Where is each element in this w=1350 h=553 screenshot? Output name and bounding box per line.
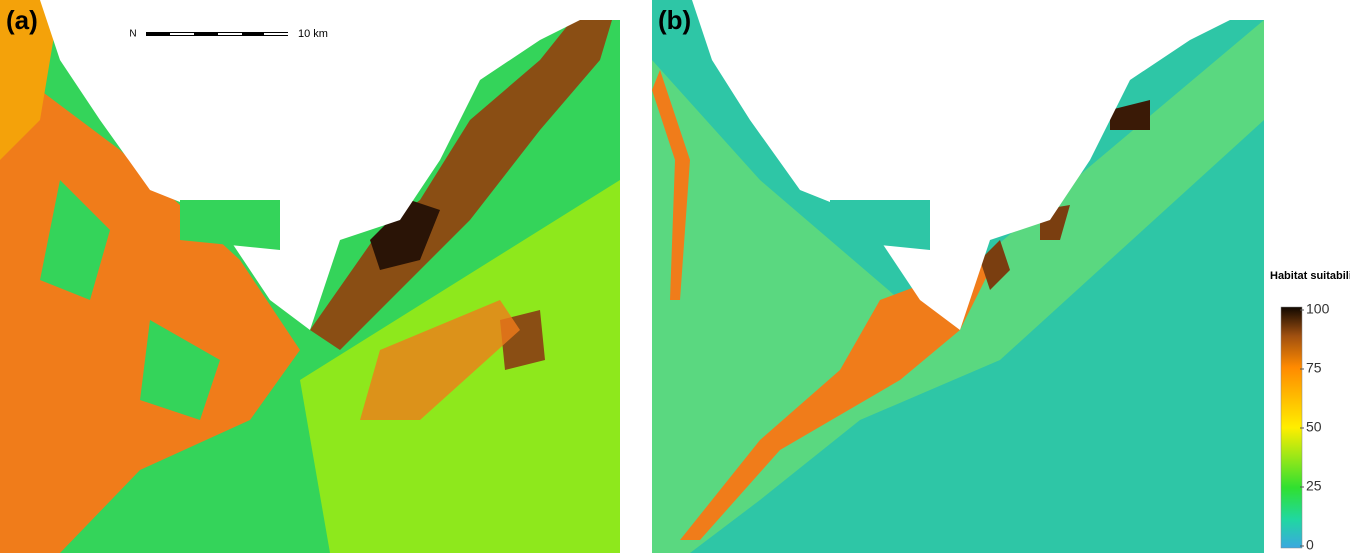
- legend: Habitat suitability 0 25 50 75 100: [1270, 270, 1350, 553]
- panel-label: (b): [658, 5, 691, 35]
- colorbar: [1281, 307, 1302, 548]
- colorbar-tick-label: 25: [1306, 478, 1322, 494]
- colorbar-tick-label: 75: [1306, 360, 1322, 376]
- north-arrow: N: [129, 29, 136, 40]
- scale-label: 10 km: [298, 28, 328, 40]
- legend-title-text: Habitat suitability: [1270, 270, 1350, 282]
- colorbar-tick-label: 100: [1306, 301, 1330, 317]
- map-a: [0, 0, 620, 553]
- map-b: [652, 0, 1264, 553]
- legend-title: Habitat suitability: [1270, 270, 1350, 282]
- colorbar-tick-label: 50: [1306, 419, 1322, 435]
- panel-label: (a): [6, 5, 38, 35]
- colorbar-tick-label: 0: [1306, 537, 1314, 553]
- figure: (a) N 10 km (b) Habitat suitability 0 25 5…: [0, 0, 1350, 553]
